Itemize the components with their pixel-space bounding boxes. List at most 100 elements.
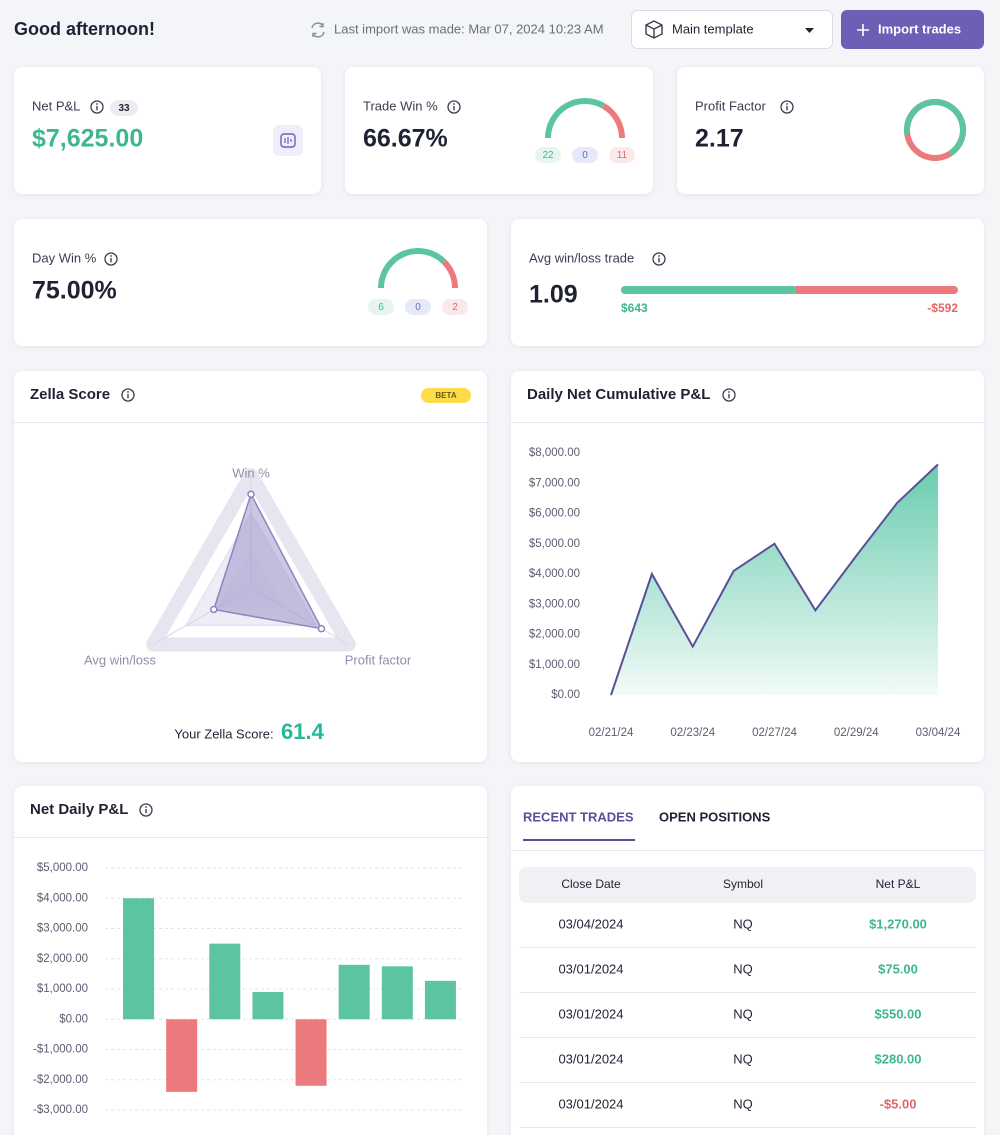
radar-area: [212, 492, 323, 630]
y-tick-label: $5,000.00: [529, 538, 580, 550]
radar-label: Win %: [232, 465, 270, 480]
y-tick-label: $4,000.00: [37, 892, 88, 904]
gauge-segment: [441, 259, 458, 289]
avg-ratio-value: 1.09: [529, 281, 578, 309]
tab[interactable]: OPEN POSITIONS: [659, 809, 771, 824]
gauge-count: 2: [452, 302, 458, 313]
donut-win: [904, 99, 966, 157]
card: [14, 219, 487, 346]
radar-point: [247, 490, 255, 498]
y-tick-label: $4,000.00: [529, 568, 580, 580]
avg-loss: -$592: [927, 301, 958, 315]
y-tick-label: $6,000.00: [529, 508, 580, 520]
table-cell: NQ: [733, 961, 753, 976]
bar: [123, 898, 155, 1020]
column-header: Symbol: [723, 877, 763, 891]
count-pill: [572, 147, 598, 163]
gauge-segment: [545, 98, 605, 139]
column-header: Net P&L: [876, 877, 921, 891]
card-label: Trade Win %: [363, 98, 438, 113]
last-import: Last import was made: Mar 07, 2024 10:23…: [334, 21, 604, 36]
avg-loss-bar: [792, 286, 958, 294]
y-tick-label: $3,000.00: [529, 598, 580, 610]
table-cell: $550.00: [875, 1006, 922, 1021]
y-tick-label: -$2,000.00: [33, 1074, 88, 1086]
radar-ring: [146, 468, 356, 652]
y-tick-label: $0.00: [551, 689, 580, 701]
section-title: Net Daily P&L: [30, 801, 128, 818]
table-cell: NQ: [733, 916, 753, 931]
x-tick-label: 02/23/24: [670, 727, 715, 739]
card: [677, 67, 984, 194]
radar-label: Avg win/loss: [84, 652, 157, 667]
x-tick-label: 03/04/24: [916, 727, 961, 739]
table-cell: $75.00: [878, 961, 918, 976]
radar-axis: [152, 587, 252, 645]
chart-icon[interactable]: [273, 125, 303, 156]
refresh-icon[interactable]: [311, 22, 325, 38]
area-fill: [611, 464, 938, 695]
y-tick-label: -$3,000.00: [33, 1104, 88, 1116]
table-cell: $280.00: [875, 1051, 922, 1066]
gauge-count: 11: [617, 150, 628, 161]
count-pill: [405, 299, 431, 315]
card-label: Net P&L: [32, 98, 80, 113]
tab-underline: [523, 839, 635, 841]
gauge-count: 22: [542, 150, 554, 161]
trade-win-value: 66.67%: [363, 125, 448, 153]
card-label: Profit Factor: [695, 98, 766, 113]
avg-win-bar: [621, 286, 797, 294]
y-tick-label: $2,000.00: [529, 629, 580, 641]
radar-axis: [250, 587, 350, 645]
x-tick-label: 02/21/24: [589, 727, 634, 739]
table-cell: NQ: [733, 1096, 753, 1111]
card: [511, 219, 984, 346]
x-tick-label: 02/29/24: [834, 727, 879, 739]
y-tick-label: $0.00: [59, 1013, 88, 1025]
y-tick-label: $5,000.00: [37, 862, 88, 874]
bar: [424, 980, 456, 1020]
section-title: Zella Score: [30, 386, 110, 403]
score-value: 61.4: [281, 719, 325, 744]
radar-point: [210, 605, 218, 614]
count-pill: [609, 147, 635, 163]
card-label: Day Win %: [32, 250, 97, 265]
net-pnl-value: $7,625.00: [32, 125, 143, 153]
card: [14, 67, 321, 194]
card-label: Avg win/loss trade: [529, 250, 634, 265]
gauge-segment: [601, 103, 625, 139]
card: [14, 786, 487, 1135]
table-header: [519, 867, 976, 903]
section-title: Daily Net Cumulative P&L: [527, 386, 710, 403]
profit-factor-value: 2.17: [695, 125, 744, 153]
beta-badge: [421, 388, 471, 403]
bar: [381, 966, 413, 1020]
radar-label: Profit factor: [345, 652, 412, 667]
count-pill: [442, 299, 468, 315]
column-header: Close Date: [561, 877, 621, 891]
bar: [295, 1019, 327, 1086]
y-tick-label: $1,000.00: [37, 983, 88, 995]
import-button[interactable]: Import trades: [841, 10, 984, 49]
beta-text: BETA: [435, 391, 456, 400]
radar-point: [317, 624, 326, 633]
greeting: Good afternoon!: [14, 19, 155, 39]
y-tick-label: $7,000.00: [529, 477, 580, 489]
import-label: Import trades: [878, 21, 961, 36]
table-cell: NQ: [733, 1006, 753, 1021]
card: [345, 67, 653, 194]
bar: [252, 992, 284, 1020]
template-dropdown[interactable]: Main template: [631, 10, 833, 49]
table-cell: 03/01/2024: [558, 1051, 623, 1066]
y-tick-label: $2,000.00: [37, 953, 88, 965]
score-label: Your Zella Score:: [174, 726, 273, 741]
day-win-value: 75.00%: [32, 277, 117, 305]
table-cell: -$5.00: [880, 1096, 917, 1111]
gauge-segment: [378, 248, 447, 289]
gauge-count: 0: [582, 150, 588, 161]
bar: [209, 943, 241, 1020]
table-cell: 03/01/2024: [558, 1096, 623, 1111]
tab[interactable]: RECENT TRADES: [523, 809, 634, 824]
